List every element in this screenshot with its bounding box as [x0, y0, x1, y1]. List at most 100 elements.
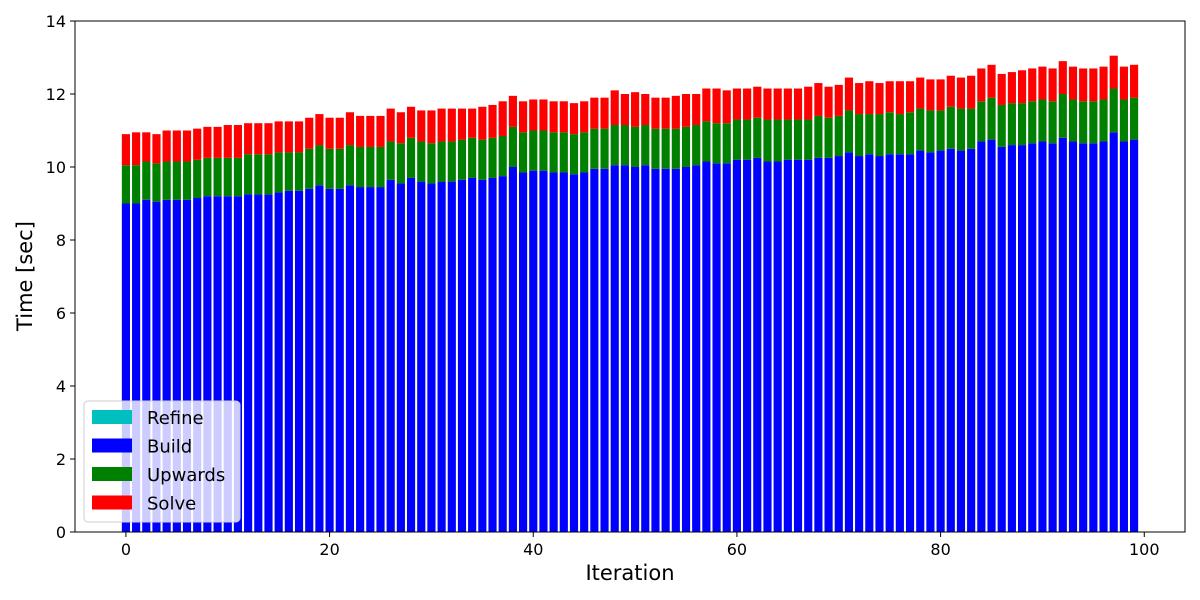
bar-build-70 — [834, 156, 843, 533]
bar-upwards-36 — [488, 137, 497, 178]
bar-build-89 — [1028, 143, 1037, 532]
bar-upwards-32 — [447, 141, 456, 182]
bar-upwards-93 — [1068, 99, 1078, 142]
bar-upwards-27 — [396, 143, 405, 184]
bar-build-77 — [905, 154, 915, 533]
bar-upwards-23 — [356, 146, 365, 188]
bar-upwards-7 — [193, 159, 202, 199]
bar-build-18 — [305, 188, 314, 532]
bar-solve-29 — [417, 110, 426, 142]
bar-solve-9 — [213, 126, 222, 158]
bar-solve-44 — [569, 103, 579, 135]
plot-frame — [74, 20, 1186, 533]
bar-build-21 — [335, 188, 344, 532]
bar-upwards-40 — [529, 130, 538, 171]
x-tick-label: 20 — [319, 540, 339, 559]
bar-build-28 — [406, 177, 416, 532]
bar-solve-98 — [1119, 66, 1128, 100]
bar-upwards-65 — [783, 119, 792, 160]
bar-upwards-22 — [345, 145, 355, 186]
bar-build-7 — [193, 198, 202, 532]
bar-upwards-81 — [946, 106, 955, 149]
bar-solve-88 — [1017, 70, 1027, 104]
bars-layer — [121, 55, 1139, 533]
bar-build-10 — [223, 196, 232, 532]
bar-upwards-49 — [620, 125, 629, 166]
bar-solve-81 — [946, 75, 955, 107]
bar-solve-87 — [1007, 72, 1016, 104]
bar-build-15 — [274, 192, 283, 533]
bar-solve-18 — [305, 117, 314, 149]
bar-build-63 — [763, 161, 772, 532]
bar-upwards-16 — [284, 152, 293, 191]
bar-build-45 — [580, 172, 589, 533]
bar-upwards-84 — [977, 101, 986, 142]
bar-solve-99 — [1130, 64, 1139, 98]
bar-build-54 — [671, 168, 680, 532]
bar-upwards-69 — [824, 117, 833, 158]
bar-solve-61 — [743, 88, 752, 120]
bar-build-14 — [264, 194, 273, 533]
bar-build-65 — [783, 159, 792, 532]
x-tick-label: 80 — [930, 540, 950, 559]
bar-upwards-83 — [967, 108, 976, 149]
x-tick-label: 0 — [121, 540, 131, 559]
bar-solve-39 — [519, 101, 528, 133]
bar-solve-25 — [376, 115, 385, 147]
bar-upwards-45 — [580, 132, 589, 173]
bar-upwards-26 — [386, 141, 395, 180]
bar-build-69 — [824, 157, 833, 533]
bar-build-29 — [417, 181, 426, 532]
bar-build-82 — [956, 150, 966, 532]
bar-solve-16 — [284, 121, 293, 153]
bar-upwards-29 — [417, 141, 426, 182]
bar-solve-64 — [773, 88, 782, 120]
bar-build-36 — [488, 177, 497, 532]
bar-upwards-12 — [244, 154, 253, 195]
y-tick-label: 14 — [46, 12, 66, 31]
bar-solve-46 — [590, 97, 599, 129]
bar-solve-68 — [814, 83, 823, 116]
bar-build-16 — [284, 190, 293, 533]
bar-build-66 — [793, 159, 803, 532]
bar-upwards-60 — [732, 119, 741, 160]
bar-build-11 — [233, 196, 243, 532]
bar-upwards-64 — [773, 119, 782, 162]
bar-build-78 — [916, 150, 925, 532]
bar-upwards-20 — [325, 148, 334, 189]
bar-upwards-0 — [121, 165, 130, 204]
bar-solve-23 — [356, 115, 365, 147]
bar-upwards-70 — [834, 115, 843, 157]
bar-upwards-42 — [549, 132, 558, 173]
bar-upwards-9 — [213, 157, 222, 197]
bar-build-92 — [1058, 137, 1067, 533]
bar-upwards-67 — [804, 119, 813, 160]
bar-upwards-66 — [793, 119, 803, 160]
bar-build-27 — [396, 183, 405, 532]
bar-solve-40 — [529, 99, 538, 131]
bar-upwards-13 — [254, 154, 263, 195]
x-tick-label: 60 — [727, 540, 747, 559]
bar-solve-60 — [732, 88, 741, 120]
bar-upwards-3 — [152, 163, 161, 202]
bar-solve-12 — [244, 123, 253, 155]
bar-solve-43 — [559, 101, 568, 133]
bar-build-20 — [325, 188, 334, 532]
legend-swatch-solve — [92, 495, 132, 510]
bar-build-22 — [345, 185, 355, 532]
bar-build-55 — [681, 167, 691, 532]
bar-upwards-8 — [203, 157, 212, 197]
bar-solve-84 — [977, 68, 986, 102]
bar-upwards-54 — [671, 128, 680, 169]
bar-solve-7 — [193, 128, 202, 160]
bar-solve-51 — [641, 94, 650, 126]
bar-solve-13 — [254, 123, 263, 155]
bar-solve-93 — [1068, 66, 1078, 100]
bar-build-59 — [722, 163, 731, 532]
bar-solve-47 — [600, 97, 609, 129]
bar-build-41 — [539, 170, 548, 532]
bar-build-57 — [702, 161, 711, 532]
bar-build-95 — [1089, 143, 1098, 532]
bar-upwards-5 — [172, 161, 181, 200]
